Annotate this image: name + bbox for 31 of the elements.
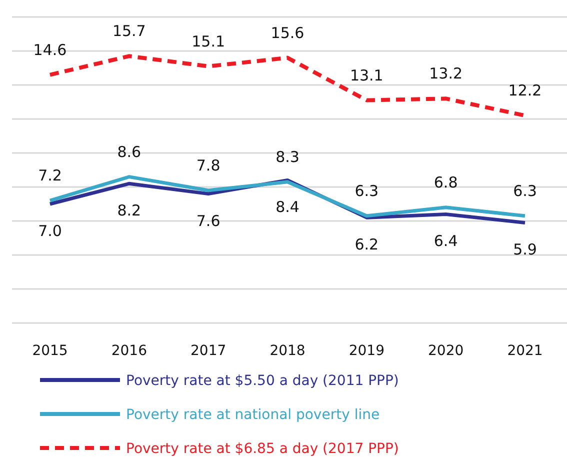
x-tick-label: 2021 xyxy=(507,342,543,359)
data-label: 15.6 xyxy=(270,24,304,42)
data-label: 6.2 xyxy=(354,236,379,254)
data-label: 15.7 xyxy=(112,22,146,40)
x-tick-label: 2019 xyxy=(348,342,384,359)
data-label: 6.8 xyxy=(434,173,458,192)
x-tick-label: 2015 xyxy=(32,342,68,359)
data-label: 8.2 xyxy=(117,202,142,220)
x-tick-label: 2016 xyxy=(111,342,148,359)
data-label: 7.6 xyxy=(196,212,220,230)
data-label: 8.3 xyxy=(276,148,300,166)
data-label: 8.6 xyxy=(117,142,142,161)
data-label: 7.8 xyxy=(196,156,220,174)
data-label: 8.4 xyxy=(276,198,300,216)
data-label: 14.6 xyxy=(33,40,67,59)
data-label: 7.0 xyxy=(38,222,62,240)
data-label: 5.9 xyxy=(513,240,537,259)
x-tick-label: 2017 xyxy=(190,342,226,359)
data-label: 6.4 xyxy=(434,232,458,250)
data-label: 6.3 xyxy=(354,182,379,200)
text: Poverty rate at $5.50 a day (2011 PPP) xyxy=(126,373,399,389)
text: Poverty rate at national poverty line xyxy=(126,407,380,423)
data-label: 15.1 xyxy=(192,32,226,50)
data-label: 13.1 xyxy=(350,66,384,84)
x-tick-label: 2020 xyxy=(428,342,464,359)
x-tick-label: 2018 xyxy=(270,342,306,359)
data-label: 13.2 xyxy=(429,64,463,83)
data-label: 12.2 xyxy=(508,82,542,100)
data-label: 6.3 xyxy=(513,182,537,200)
legend-label: Poverty rate at $6.85 a day (2017 PPP) xyxy=(126,441,399,457)
data-label: 7.2 xyxy=(38,166,62,185)
